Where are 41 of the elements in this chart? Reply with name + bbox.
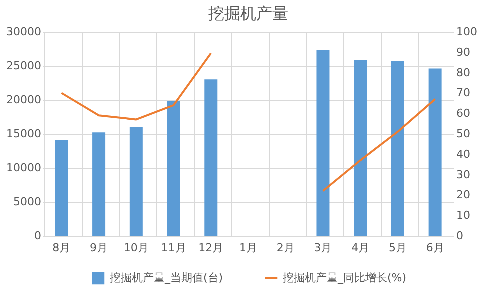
y-tick-label: 0: [34, 230, 42, 242]
legend-label: 挖掘机产量_同比增长(%): [283, 272, 407, 284]
x-tick-label: 4月: [352, 242, 370, 254]
bar: [354, 60, 368, 236]
y2-tick-label: 100: [456, 26, 478, 38]
bar: [130, 127, 143, 236]
y2-tick-label: 50: [456, 128, 470, 140]
x-tick-label: 6月: [426, 242, 444, 254]
bar: [391, 61, 404, 236]
bar: [92, 132, 106, 236]
x-tick-label: 1月: [240, 242, 258, 254]
y-tick-label: 15000: [6, 128, 42, 140]
y2-tick-label: 40: [456, 148, 470, 161]
y-tick-label: 5000: [14, 196, 42, 208]
bar: [167, 101, 180, 236]
x-tick-label: 3月: [314, 242, 332, 254]
x-tick-label: 5月: [388, 242, 407, 254]
y2-tick-label: 30: [456, 168, 470, 182]
bar: [204, 80, 218, 236]
y2-tick-label: 60: [456, 107, 470, 120]
y2-tick-label: 80: [456, 66, 470, 80]
x-tick-label: 11月: [161, 242, 186, 254]
y-tick-label: 20000: [6, 94, 42, 106]
x-tick-label: 12月: [198, 242, 224, 254]
y2-tick-label: 70: [456, 86, 470, 100]
bar: [316, 50, 330, 236]
x-tick-label: 10月: [124, 242, 149, 254]
y2-tick-label: 20: [456, 188, 470, 202]
chart-title: 挖掘机产量: [208, 4, 288, 23]
y2-tick-label: 90: [456, 46, 470, 59]
y-tick-label: 10000: [6, 162, 42, 174]
bar: [428, 68, 442, 236]
x-tick-label: 8月: [52, 242, 71, 254]
legend-label: 挖掘机产量_当期值(台): [110, 272, 224, 284]
y-tick-label: 30000: [6, 26, 42, 38]
bar: [55, 140, 68, 236]
x-tick-label: 2月: [276, 242, 295, 254]
y2-tick-label: 0: [456, 230, 464, 242]
y2-tick-label: 10: [456, 209, 470, 222]
x-tick-label: 9月: [90, 242, 108, 254]
y-tick-label: 25000: [6, 60, 42, 72]
